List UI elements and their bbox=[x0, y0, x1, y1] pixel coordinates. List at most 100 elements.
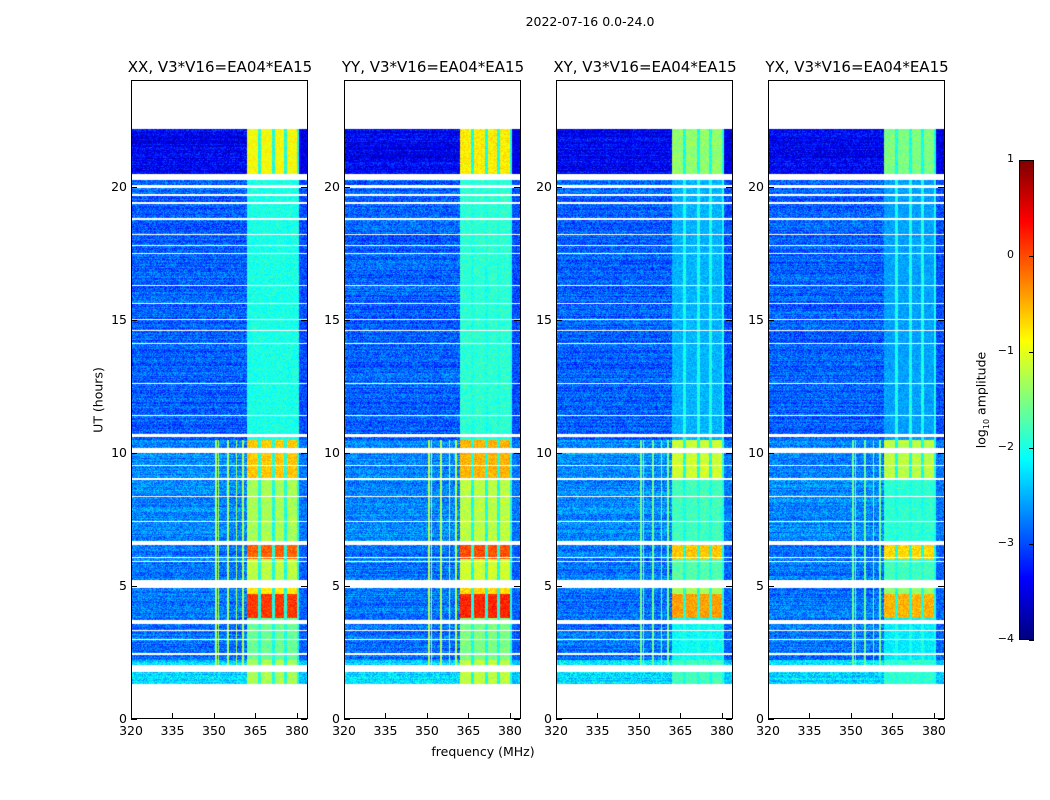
x-tick-label: 320 bbox=[544, 723, 568, 738]
y-tick bbox=[938, 319, 944, 321]
y-tick bbox=[556, 319, 562, 321]
y-tick bbox=[556, 186, 562, 188]
x-tick-label: 380 bbox=[710, 723, 734, 738]
y-tick bbox=[301, 452, 307, 454]
colorbar-tick bbox=[1029, 640, 1034, 641]
panel-yy bbox=[344, 80, 521, 719]
colorbar-tick-label: −2 bbox=[997, 440, 1014, 453]
colorbar-tick bbox=[1029, 256, 1034, 257]
x-tick-label: 320 bbox=[756, 723, 780, 738]
x-tick-label: 335 bbox=[160, 723, 185, 738]
y-tick-label: 5 bbox=[756, 577, 764, 593]
y-tick-label: 0 bbox=[119, 711, 127, 726]
y-tick bbox=[726, 319, 732, 321]
panel-title-yy: YY, V3*V16=EA04*EA15 bbox=[341, 58, 525, 76]
colorbar-tick bbox=[1029, 448, 1034, 449]
colorbar bbox=[1019, 160, 1034, 640]
y-tick bbox=[556, 585, 562, 587]
y-tick bbox=[768, 719, 774, 720]
x-tick bbox=[468, 713, 470, 719]
y-tick bbox=[344, 319, 350, 321]
y-tick bbox=[131, 585, 137, 587]
y-tick-label: 20 bbox=[111, 178, 127, 194]
dynamic-spectrum-image bbox=[557, 81, 732, 718]
dynamic-spectrum-image bbox=[769, 81, 944, 718]
y-tick bbox=[768, 452, 774, 454]
y-axis-label: UT (hours) bbox=[90, 367, 106, 433]
x-tick bbox=[172, 713, 174, 719]
x-tick bbox=[933, 713, 935, 719]
y-tick bbox=[938, 585, 944, 587]
y-tick-label: 20 bbox=[324, 178, 340, 194]
y-tick-label: 0 bbox=[544, 711, 552, 726]
x-tick bbox=[131, 713, 132, 719]
y-tick bbox=[301, 719, 307, 720]
y-tick bbox=[301, 319, 307, 321]
x-tick-label: 320 bbox=[119, 723, 143, 738]
x-tick-label: 350 bbox=[627, 723, 651, 738]
panel-title-yx: YX, V3*V16=EA04*EA15 bbox=[765, 58, 949, 76]
y-tick-label: 20 bbox=[748, 178, 764, 194]
x-tick bbox=[638, 713, 640, 719]
colorbar-tick-label: −4 bbox=[997, 632, 1014, 645]
y-tick bbox=[726, 719, 732, 720]
y-tick-label: 0 bbox=[332, 711, 340, 726]
y-tick bbox=[344, 452, 350, 454]
x-tick-label: 335 bbox=[373, 723, 398, 738]
y-tick-label: 15 bbox=[536, 311, 552, 327]
x-tick-label: 335 bbox=[797, 723, 822, 738]
dynamic-spectrum-image bbox=[132, 81, 307, 718]
x-tick-label: 350 bbox=[415, 723, 439, 738]
y-tick bbox=[768, 186, 774, 188]
x-tick-label: 350 bbox=[839, 723, 863, 738]
y-tick bbox=[726, 186, 732, 188]
y-tick bbox=[344, 585, 350, 587]
colorbar-tick bbox=[1029, 544, 1034, 545]
y-tick-label: 5 bbox=[119, 577, 127, 593]
x-tick bbox=[556, 713, 557, 719]
colorbar-tick-label: −3 bbox=[997, 536, 1014, 549]
figure-title: 2022-07-16 0.0-24.0 bbox=[525, 14, 655, 29]
x-axis-label: frequency (MHz) bbox=[431, 744, 535, 759]
panel-title-xy: XY, V3*V16=EA04*EA15 bbox=[553, 58, 737, 76]
x-tick bbox=[721, 713, 723, 719]
x-tick-label: 380 bbox=[285, 723, 309, 738]
x-tick bbox=[850, 713, 852, 719]
x-tick bbox=[768, 713, 769, 719]
x-tick bbox=[213, 713, 215, 719]
y-tick-label: 5 bbox=[544, 577, 552, 593]
x-tick-label: 365 bbox=[668, 723, 693, 738]
x-tick bbox=[809, 713, 811, 719]
y-tick bbox=[301, 585, 307, 587]
x-tick bbox=[426, 713, 428, 719]
colorbar-gradient bbox=[1020, 161, 1033, 639]
y-tick-label: 0 bbox=[756, 711, 764, 726]
y-tick bbox=[938, 452, 944, 454]
x-tick bbox=[296, 713, 298, 719]
panel-yx bbox=[768, 80, 945, 719]
colorbar-tick-label: −1 bbox=[997, 344, 1014, 357]
y-tick-label: 10 bbox=[536, 444, 552, 460]
x-tick bbox=[597, 713, 599, 719]
x-tick bbox=[680, 713, 682, 719]
panel-xy bbox=[556, 80, 733, 719]
colorbar-tick bbox=[1029, 352, 1034, 353]
y-tick-label: 15 bbox=[111, 311, 127, 327]
y-tick bbox=[556, 719, 562, 720]
colorbar-label: log10 amplitude bbox=[973, 351, 991, 449]
y-tick-label: 10 bbox=[111, 444, 127, 460]
x-tick bbox=[255, 713, 257, 719]
y-tick bbox=[514, 186, 520, 188]
y-tick-label: 10 bbox=[748, 444, 764, 460]
y-tick bbox=[556, 452, 562, 454]
y-tick bbox=[726, 585, 732, 587]
colorbar-tick-label: 1 bbox=[1007, 152, 1014, 165]
y-tick-label: 10 bbox=[324, 444, 340, 460]
y-tick bbox=[768, 319, 774, 321]
y-tick bbox=[768, 585, 774, 587]
dynamic-spectrum-image bbox=[345, 81, 520, 718]
y-tick bbox=[514, 319, 520, 321]
x-tick-label: 365 bbox=[880, 723, 905, 738]
colorbar-tick bbox=[1029, 160, 1034, 161]
